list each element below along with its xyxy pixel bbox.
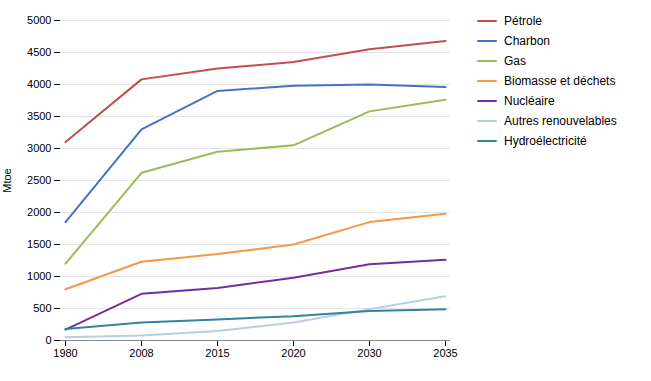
svg-text:2035: 2035 xyxy=(433,347,457,359)
svg-text:1500: 1500 xyxy=(27,238,51,250)
svg-text:1000: 1000 xyxy=(27,270,51,282)
svg-text:2030: 2030 xyxy=(357,347,381,359)
svg-text:Mtoe: Mtoe xyxy=(1,168,13,192)
svg-text:2015: 2015 xyxy=(205,347,229,359)
svg-text:3500: 3500 xyxy=(27,110,51,122)
html-text:Charbon: Charbon xyxy=(504,34,550,48)
html-text:Nucléaire: Nucléaire xyxy=(504,94,555,108)
svg-text:0: 0 xyxy=(45,334,51,346)
html-text:Autres renouvelables: Autres renouvelables xyxy=(504,114,617,128)
svg-text:2008: 2008 xyxy=(129,347,153,359)
svg-text:2500: 2500 xyxy=(27,174,51,186)
svg-text:500: 500 xyxy=(33,302,51,314)
svg-text:5000: 5000 xyxy=(27,14,51,26)
svg-text:3000: 3000 xyxy=(27,142,51,154)
html-text:Gas: Gas xyxy=(504,54,526,68)
svg-text:4500: 4500 xyxy=(27,46,51,58)
svg-text:4000: 4000 xyxy=(27,78,51,90)
html-text:Biomasse et déchets: Biomasse et déchets xyxy=(504,74,616,88)
svg-text:1980: 1980 xyxy=(53,347,77,359)
html-text:Pétrole: Pétrole xyxy=(504,14,542,28)
html-text:Hydroélectricité: Hydroélectricité xyxy=(504,134,587,148)
svg-text:2000: 2000 xyxy=(27,206,51,218)
svg-text:2020: 2020 xyxy=(281,347,305,359)
